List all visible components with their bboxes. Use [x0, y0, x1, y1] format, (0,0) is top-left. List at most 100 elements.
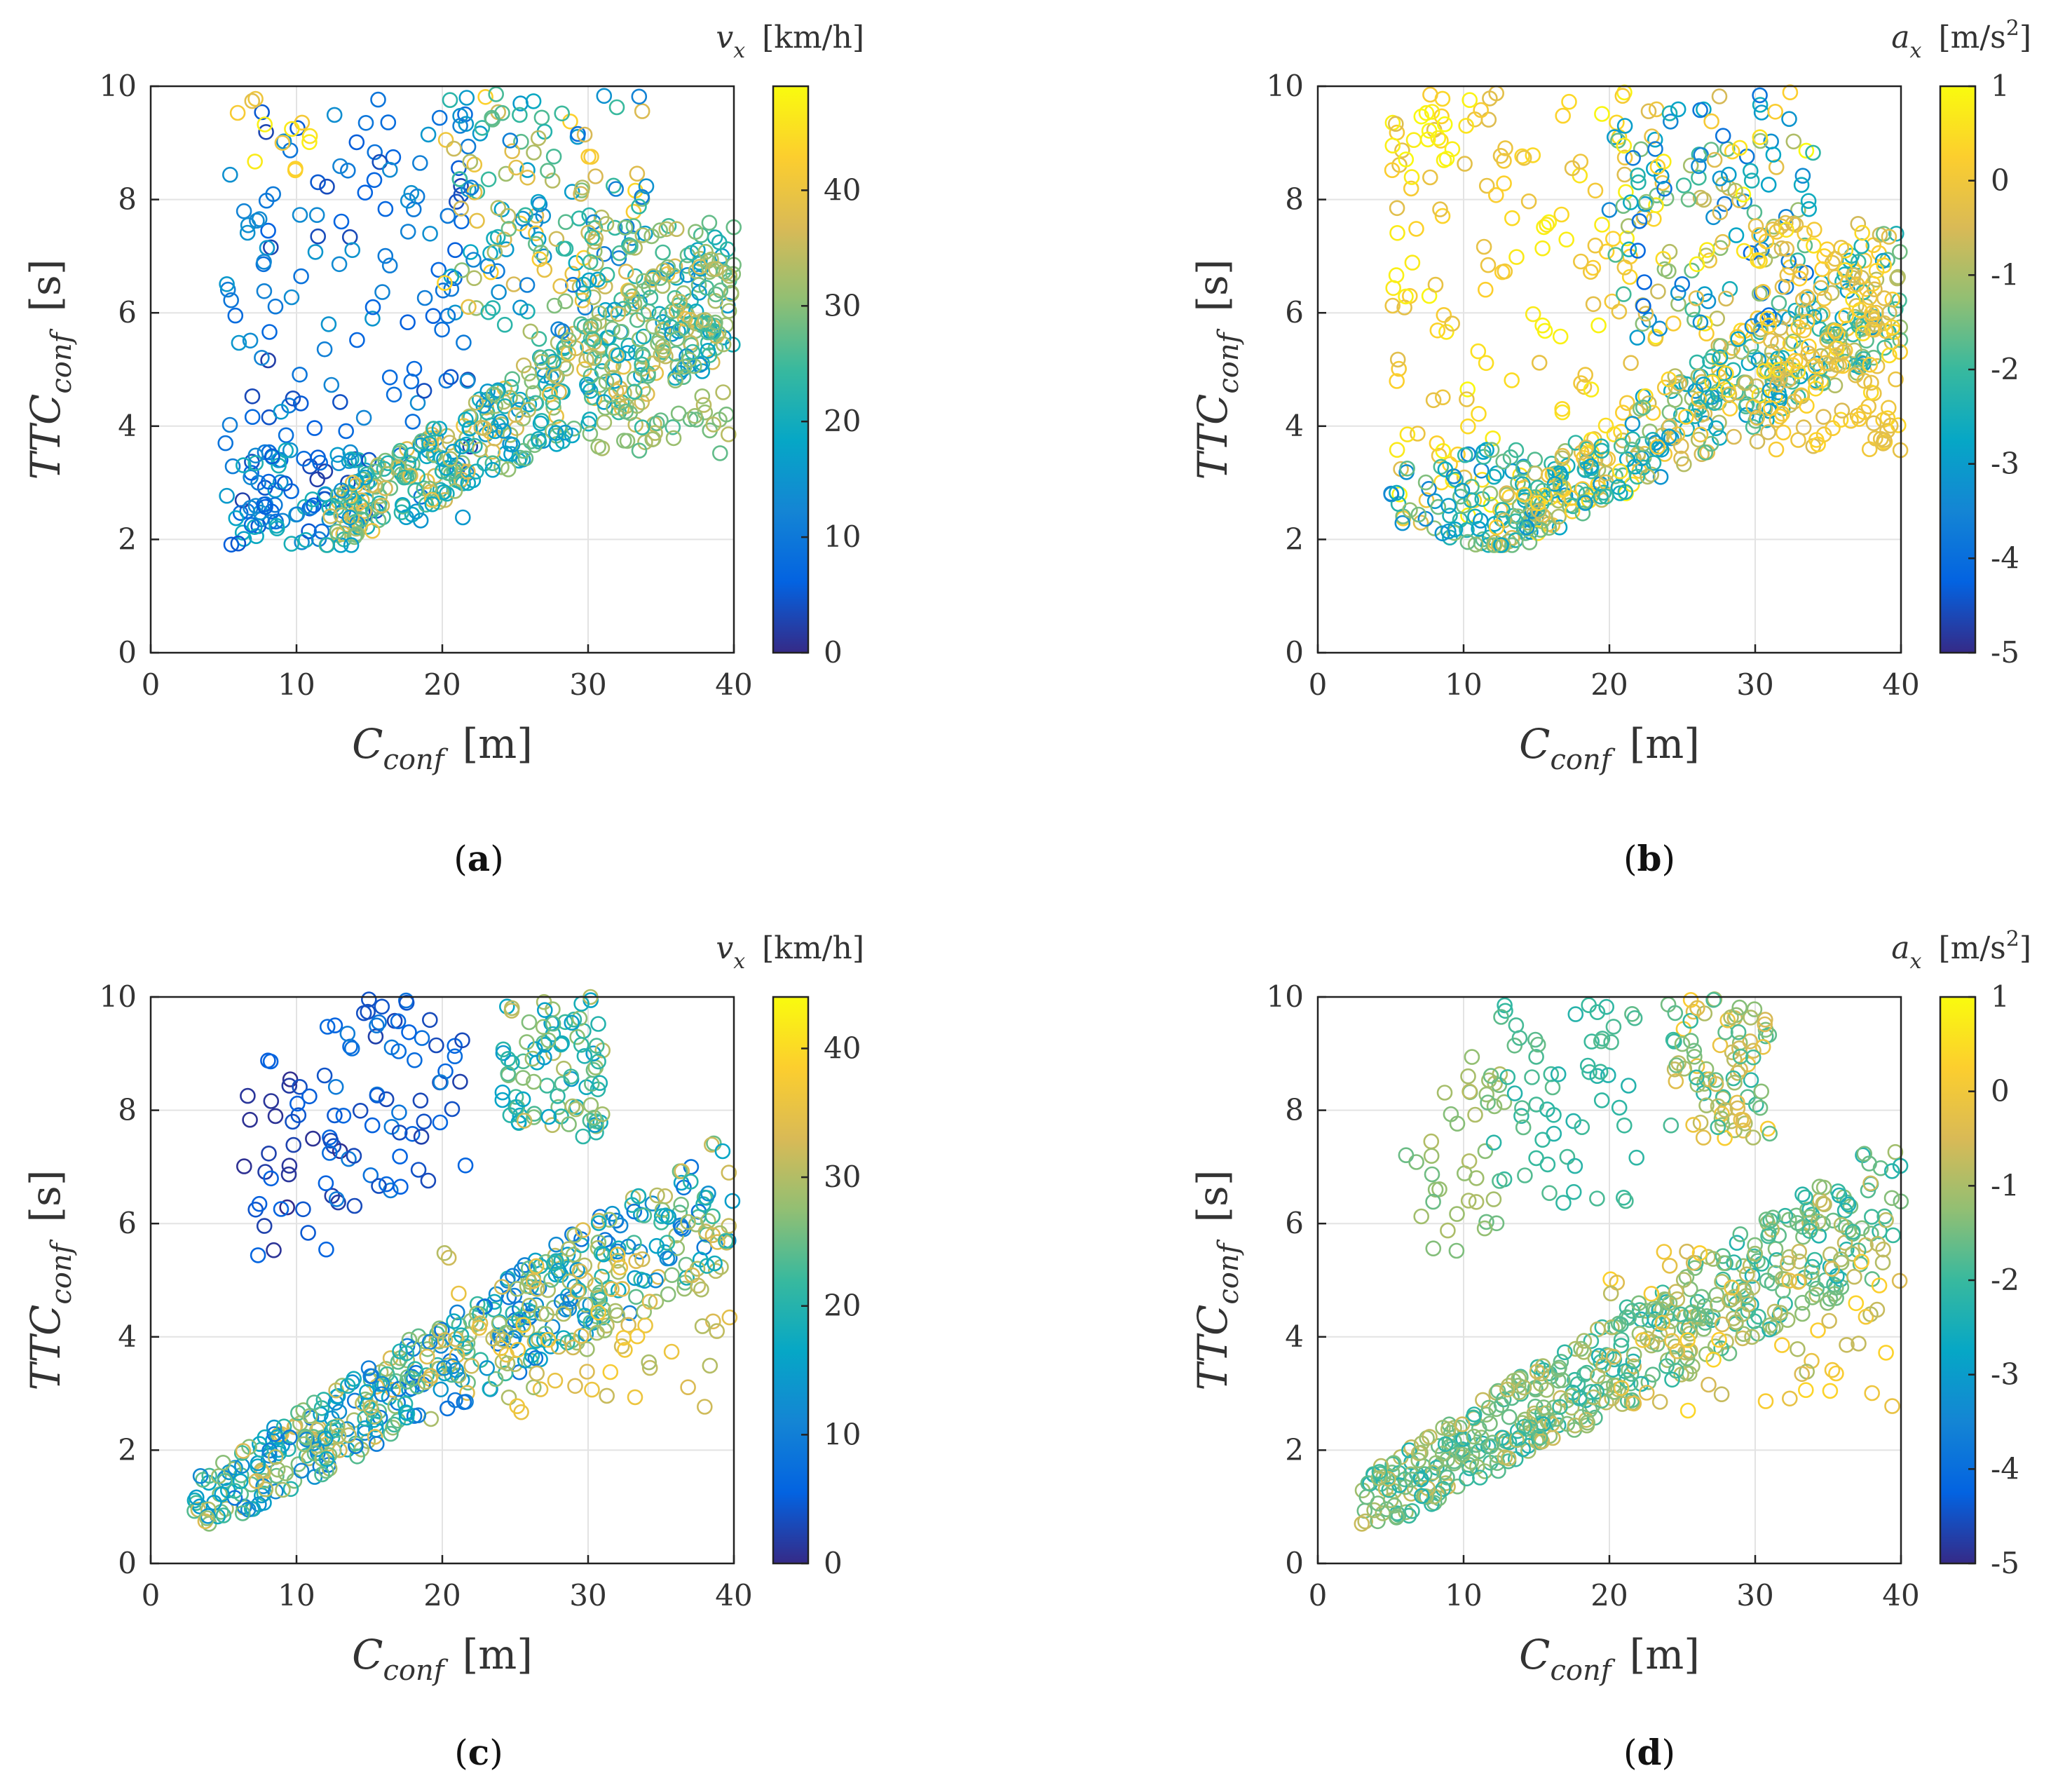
scatter-point [1888, 371, 1904, 388]
scatter-point [1717, 196, 1733, 212]
scatter-point [559, 1334, 575, 1351]
scatter-point [1740, 1089, 1756, 1105]
scatter-point [663, 1343, 680, 1360]
scatter-point [1534, 1132, 1551, 1148]
scatter-point [584, 229, 601, 245]
scatter-point [565, 1339, 581, 1356]
scatter-point [277, 475, 293, 491]
scatter-point [381, 369, 398, 386]
scatter-point [1862, 384, 1879, 401]
scatter-point [564, 266, 581, 282]
scatter-point [306, 1394, 322, 1411]
scatter-point [1733, 1111, 1750, 1128]
scatter-point [1559, 1416, 1576, 1432]
scatter-point [1865, 415, 1882, 432]
scatter-point [235, 457, 252, 473]
scatter-point [1853, 1254, 1869, 1270]
scatter-point [1827, 323, 1844, 339]
scatter-point [301, 1088, 318, 1105]
scatter-points [1354, 991, 1909, 1532]
scatter-point [442, 92, 458, 108]
scatter-point [285, 390, 301, 407]
colorbar-title: ax [m/s2] [1891, 16, 2031, 63]
y-tick-label: 0 [1285, 1546, 1304, 1580]
scatter-point [652, 222, 669, 238]
scatter-point [1729, 1235, 1745, 1251]
scatter-point [366, 1409, 383, 1425]
scatter-point [493, 459, 510, 475]
scatter-point [414, 433, 430, 449]
scatter-point [1418, 492, 1435, 508]
scatter-point [274, 135, 291, 151]
scatter-point [215, 1507, 232, 1523]
scatter-point [1678, 1269, 1695, 1285]
scatter-point [414, 1030, 430, 1046]
scatter-point [1576, 379, 1593, 395]
scatter-point [669, 1240, 686, 1256]
scatter-point [332, 158, 348, 175]
scatter-point [1564, 160, 1581, 177]
scatter-point [695, 397, 712, 413]
scatter-point [1890, 417, 1907, 433]
scatter-point [1672, 1306, 1689, 1323]
scatter-point [282, 1429, 298, 1446]
scatter-point [1534, 240, 1551, 257]
x-tick-label: 0 [142, 667, 161, 702]
scatter-point [1517, 1167, 1533, 1183]
scatter-point [1619, 451, 1635, 468]
scatter-point [1781, 1272, 1798, 1289]
scatter-point [1771, 294, 1787, 311]
scatter-point [570, 125, 586, 142]
scatter-point [1855, 325, 1872, 341]
scatter-point [634, 356, 650, 373]
scatter-point [1694, 1289, 1710, 1305]
scatter-point [1774, 1270, 1791, 1287]
scatter-point [1433, 459, 1450, 475]
scatter-point [1710, 1119, 1726, 1135]
scatter-point [545, 394, 561, 411]
scatter-point [1848, 1295, 1865, 1312]
scatter-point [456, 334, 472, 351]
scatter-point [266, 496, 283, 513]
scatter-point [608, 383, 625, 400]
scatter-point [1551, 519, 1568, 536]
scatter-point [540, 1108, 557, 1125]
scatter-point [1763, 400, 1779, 416]
scatter-point [403, 373, 420, 390]
scatter-point [1410, 426, 1426, 442]
scatter-point [521, 365, 537, 382]
scatter-point [289, 1405, 306, 1421]
scatter-point [1468, 1194, 1485, 1210]
scatter-point [256, 1218, 273, 1234]
scatter-point [1589, 1368, 1606, 1385]
scatter-point [1470, 343, 1487, 360]
scatter-point [437, 132, 454, 148]
scatter-point [452, 118, 468, 134]
scatter-point [346, 1197, 363, 1214]
scatter-point [1765, 147, 1782, 163]
scatter-point [1471, 405, 1487, 422]
scatter-point [1829, 1183, 1846, 1200]
scatter-point [529, 1365, 545, 1382]
scatter-point [563, 1068, 580, 1085]
scatter-point [268, 1429, 285, 1446]
scatter-point [1666, 1033, 1682, 1050]
scatter-point [435, 282, 451, 299]
scatter-point [329, 447, 346, 463]
scatter-point [380, 114, 397, 130]
scatter-point [1485, 1134, 1502, 1150]
scatter-point [321, 499, 337, 516]
scatter-point [349, 332, 365, 348]
scatter-point [1670, 285, 1687, 301]
scatter-point [466, 270, 482, 287]
scatter-point [1810, 1213, 1827, 1230]
scatter-point [257, 116, 273, 133]
scatter-point [1458, 118, 1474, 134]
scatter-point [566, 1227, 583, 1244]
scatter-point [1767, 104, 1783, 120]
scatter-point [618, 403, 634, 420]
scatter-point [1758, 1211, 1775, 1228]
scatter-point [1811, 1179, 1828, 1195]
scatter-point [1745, 1049, 1762, 1066]
scatter-point [1499, 1069, 1516, 1085]
